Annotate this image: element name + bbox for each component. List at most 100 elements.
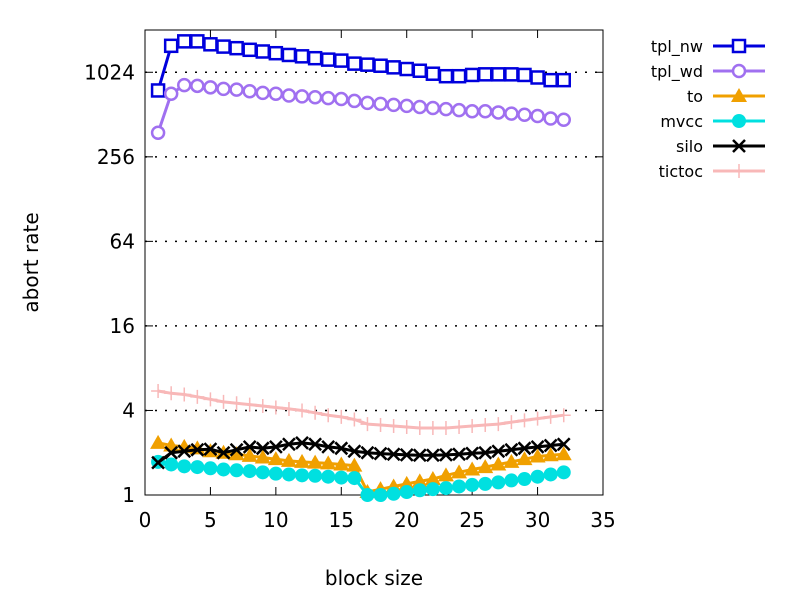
data-point-marker: [425, 66, 441, 81]
data-point-marker: [281, 47, 297, 63]
data-point-marker: [491, 475, 506, 490]
data-point-marker: [731, 63, 747, 79]
legend-label: to: [687, 87, 703, 106]
legend-entry-mvcc: mvcc: [660, 112, 765, 131]
data-point-marker: [451, 464, 468, 479]
data-point-marker: [555, 446, 572, 461]
data-point-marker: [229, 82, 244, 97]
data-point-marker: [242, 84, 257, 99]
data-point-marker: [280, 452, 297, 467]
data-point-marker: [334, 470, 349, 485]
y-tick-label: 64: [110, 229, 135, 253]
legend-entry-silo: silo: [676, 137, 765, 156]
data-point-marker: [216, 445, 231, 460]
data-point-marker: [504, 442, 519, 457]
data-point-marker: [255, 44, 271, 59]
data-point-marker: [360, 57, 375, 72]
series-mvcc: [151, 454, 571, 502]
data-point-marker: [491, 105, 506, 120]
data-point-marker: [438, 68, 454, 84]
data-point-marker: [438, 101, 454, 117]
data-point-marker: [307, 89, 323, 105]
data-point-marker: [412, 448, 427, 463]
data-point-marker: [425, 482, 440, 497]
data-point-marker: [229, 40, 244, 56]
data-point-marker: [334, 53, 349, 68]
data-point-marker: [504, 67, 519, 82]
legend-label: tictoc: [659, 162, 703, 181]
data-point-marker: [334, 409, 349, 424]
data-point-marker: [177, 444, 192, 459]
data-point-marker: [216, 81, 231, 97]
legend-label: mvcc: [660, 112, 703, 131]
data-point-marker: [503, 453, 520, 468]
data-point-marker: [452, 479, 467, 494]
data-point-marker: [478, 476, 493, 491]
x-tick-label: 5: [204, 508, 217, 532]
x-tick-label: 15: [329, 508, 354, 532]
data-point-marker: [334, 91, 349, 107]
legend-label: silo: [676, 137, 703, 156]
data-point-marker: [255, 85, 271, 101]
data-point-marker: [386, 60, 401, 75]
data-point-marker: [150, 83, 166, 98]
data-point-marker: [203, 461, 218, 476]
data-point-marker: [556, 72, 571, 88]
data-point-marker: [530, 70, 545, 85]
x-tick-label: 30: [525, 508, 550, 532]
data-point-marker: [163, 86, 179, 102]
data-point-marker: [386, 97, 401, 113]
data-point-marker: [543, 409, 558, 424]
legend-entry-tpl_wd: tpl_wd: [651, 62, 765, 82]
data-point-marker: [320, 455, 337, 470]
data-point-marker: [190, 389, 205, 404]
data-point-marker: [164, 386, 179, 401]
data-point-marker: [412, 99, 428, 115]
data-point-marker: [347, 56, 362, 71]
legend-label: tpl_wd: [651, 62, 703, 82]
data-point-marker: [216, 394, 231, 409]
series-tpl_wd: [150, 77, 571, 140]
data-point-marker: [321, 469, 336, 484]
data-point-marker: [320, 90, 336, 106]
data-point-marker: [229, 396, 244, 411]
data-point-marker: [320, 52, 336, 67]
data-point-marker: [412, 483, 427, 498]
y-axis-title: abort rate: [19, 212, 43, 312]
data-point-marker: [203, 442, 218, 457]
data-point-marker: [424, 470, 441, 485]
data-point-marker: [360, 445, 375, 460]
data-point-marker: [556, 112, 571, 128]
data-point-marker: [294, 49, 310, 64]
data-point-marker: [464, 104, 480, 119]
data-point-marker: [281, 88, 297, 103]
y-tick-label: 16: [110, 314, 135, 338]
data-point-marker: [732, 164, 746, 178]
data-point-marker: [517, 471, 532, 486]
data-point-marker: [478, 445, 493, 460]
data-point-marker: [464, 461, 481, 476]
data-point-marker: [242, 42, 257, 58]
data-point-marker: [373, 446, 388, 461]
data-point-marker: [452, 419, 467, 434]
legend-entry-to: to: [687, 87, 765, 106]
data-point-marker: [529, 448, 546, 463]
data-point-marker: [163, 38, 179, 54]
data-point-marker: [556, 437, 571, 452]
data-point-marker: [164, 457, 179, 472]
data-point-marker: [360, 417, 375, 432]
data-point-marker: [347, 471, 362, 486]
data-point-marker: [268, 86, 284, 102]
data-point-marker: [294, 453, 311, 468]
series-silo: [151, 436, 571, 470]
x-tick-label: 25: [459, 508, 484, 532]
data-point-marker: [295, 436, 309, 450]
data-point-marker: [255, 399, 270, 414]
data-point-marker: [438, 420, 453, 435]
data-point-marker: [517, 441, 532, 456]
data-point-marker: [530, 469, 545, 484]
data-point-marker: [373, 488, 388, 502]
data-point-marker: [373, 96, 388, 112]
data-point-marker: [386, 419, 401, 433]
